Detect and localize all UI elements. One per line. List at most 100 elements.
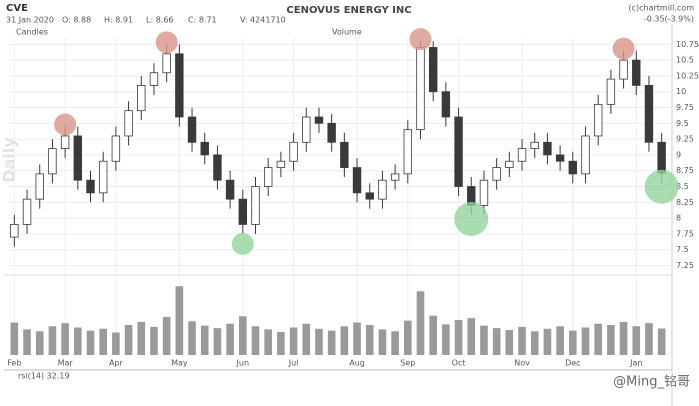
candle-body [35,173,44,200]
candle-body [340,141,349,168]
volume-bar [607,325,615,355]
candle-body [111,135,121,162]
candle-body [86,179,95,194]
volume-bar [86,330,95,355]
volume-bar [61,323,69,355]
candle-body [22,198,32,225]
highlight-circle [644,169,679,204]
candle-body [48,148,57,175]
volume-bar [124,325,133,355]
candle-body [238,198,248,225]
highlight-circle [231,232,254,255]
volume-legend: Volume [332,28,362,37]
volume-bar [289,327,298,355]
highlight-circle [612,37,635,60]
candle-body [644,85,654,143]
volume-bar [10,322,19,355]
candle-body [10,224,19,238]
y-tick-label: 10.5 [676,56,694,65]
candle-body [543,141,552,156]
y-tick-label: 10 [676,87,686,96]
x-tick-label: Jan [629,359,642,368]
volume-bar [556,326,564,355]
x-tick-label: Oct [452,359,466,368]
candle-body [441,91,451,118]
candle-body [314,116,324,124]
volume-bar [645,323,653,355]
candle-body [390,173,400,181]
volume-bar [48,326,57,355]
candle-body [251,186,260,225]
x-tick-label: Jun [236,359,250,368]
y-tick-label: 9.5 [676,119,689,128]
candle-body [492,167,501,181]
volume-bar [213,328,222,355]
candle-body [619,59,628,80]
change: -0.35(-3.9%) [644,15,694,24]
y-tick-label: 8.75 [676,166,694,175]
candle-body [98,160,108,194]
volume-bar [137,321,146,355]
candle-body [606,78,616,105]
candle-body [327,122,336,143]
candle-body [263,167,273,187]
highlight-circle [54,113,77,136]
quote-date: 31 Jan 2020 [6,16,54,25]
volume-bar [391,331,399,355]
candle-body [593,103,603,137]
candle-body [454,116,463,187]
volume-bar [200,325,209,355]
volume-bar [416,291,425,355]
y-tick-label: 7.5 [676,245,689,254]
volume-bar [505,330,514,355]
volume-bar [150,326,158,355]
volume-bar [657,328,666,355]
candle-body [403,129,413,175]
volume-bar [353,322,361,355]
y-tick-label: 10.25 [676,71,699,80]
quote-value: C: 8.71 [188,16,217,25]
volume-bar [175,286,184,355]
volume-bar [404,320,412,355]
candle-body [162,53,171,74]
candle-body [137,85,146,112]
volume-bar [315,328,323,355]
y-tick-label: 9 [676,150,681,159]
volume-bar [340,326,349,355]
volume-bar [467,318,476,355]
candle-body [289,141,298,162]
rsi-label: rsi(14) 32.19 [18,372,70,381]
highlight-circle [409,28,432,51]
volume-bar [74,327,82,355]
y-tick-label: 9.75 [676,103,694,112]
highlight-circle [155,31,178,54]
candle-body [213,154,222,181]
y-tick-label: 7.75 [676,229,694,238]
x-tick-label: May [171,359,188,368]
candle-body [416,47,425,131]
candle-body [149,72,159,86]
candles-legend: Candles [16,28,48,37]
volume-bar [162,316,171,355]
x-tick-label: Aug [349,359,365,368]
y-tick-label: 7.25 [676,261,694,270]
candle-body [276,160,286,168]
volume-bar [543,328,552,355]
candle-body [657,141,666,174]
y-tick-label: 10.75 [676,40,699,49]
candle-body [200,141,209,156]
volume-bar [581,327,590,355]
volume-bar [378,329,387,355]
candle-body [225,179,235,200]
volume-bar [429,315,437,355]
volume-bar [518,326,526,355]
candle-body [365,192,374,200]
volume-bar [277,331,285,355]
y-tick-label: 8.25 [676,198,694,207]
candle-body [73,135,83,181]
x-tick-label: Jul [288,359,299,368]
candle-body [555,154,565,162]
side-label: Daily [0,137,19,183]
volume-bar [594,323,602,355]
y-tick-label: 8 [676,214,681,223]
